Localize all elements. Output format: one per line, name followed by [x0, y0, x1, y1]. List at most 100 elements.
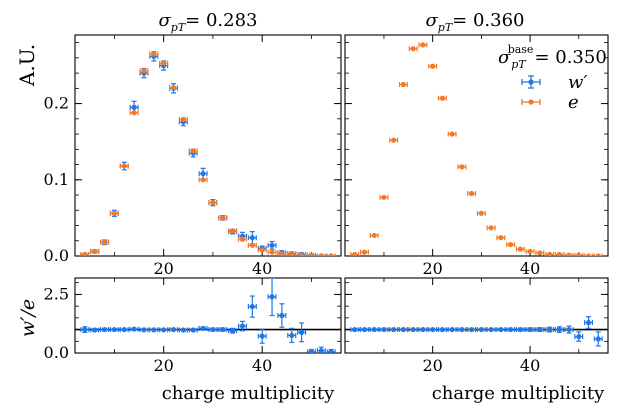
data-point-w [381, 326, 387, 333]
data-point-e [352, 251, 358, 256]
panel-title-left: σpT= 0.283 [158, 10, 257, 34]
data-point-e [566, 252, 572, 256]
data-point-e [210, 200, 216, 206]
data-point-e [488, 225, 494, 231]
series-group-bottom-right [345, 316, 608, 347]
panel-top-right: 20 40 [344, 34, 609, 278]
legend-sigma: σ [498, 47, 511, 68]
panel-bottom-right: 20 40 [344, 277, 609, 375]
data-point-e [230, 228, 236, 234]
data-point-w [210, 326, 216, 333]
y-tick-label: 0.2 [44, 94, 69, 113]
panel-frame [74, 34, 342, 257]
data-point-w [289, 332, 295, 339]
data-point-w [420, 326, 426, 333]
data-point-w [170, 326, 177, 333]
legend-w-label: w′ [568, 72, 588, 93]
title-value: = 0.360 [452, 10, 524, 31]
data-point-w [328, 349, 334, 353]
x-tick-label: 20 [422, 356, 442, 375]
x-axis-label-left: charge multiplicity [162, 383, 335, 404]
legend: σpT base= 0.350 w′ e [498, 43, 607, 113]
y-tick-label: 0.0 [44, 246, 69, 265]
data-point-w [259, 333, 265, 339]
data-point-w [249, 235, 255, 241]
data-point-w [546, 326, 553, 333]
panel-frame [74, 277, 342, 354]
data-point-w [566, 326, 572, 333]
data-point-w [400, 326, 407, 333]
data-point-w [121, 326, 127, 333]
data-point-w [430, 326, 436, 333]
y-axis-label-top: A.U. [15, 44, 39, 87]
title-value: = 0.283 [185, 10, 257, 31]
panel-top-left: 20 40 0.0 0.1 0.2 [44, 34, 342, 278]
data-point-e [459, 164, 465, 170]
data-point-e [220, 215, 226, 221]
data-point-e [101, 239, 108, 245]
data-point-e [576, 252, 582, 256]
x-tick-label: 40 [252, 356, 272, 375]
data-point-e [82, 251, 88, 256]
data-point-e [180, 116, 186, 123]
data-point-w [371, 326, 377, 333]
panel-bottom-left: 20 40 0.0 2.5 [44, 277, 342, 375]
data-point-w [498, 326, 504, 333]
data-point-e [585, 253, 592, 256]
data-point-w [556, 326, 562, 333]
data-point-e [298, 252, 305, 256]
data-point-w [230, 328, 236, 334]
x-tick-label: 20 [153, 356, 173, 375]
x-tick-label: 40 [520, 259, 540, 278]
data-point-w [410, 326, 416, 333]
data-point-e [269, 249, 275, 255]
data-point-e [151, 51, 157, 57]
data-point-w [478, 326, 484, 333]
data-point-w [585, 319, 592, 326]
data-point-w [537, 326, 543, 333]
legend-sup: base [508, 43, 534, 56]
title-sigma: σ [425, 10, 438, 31]
data-point-e [449, 131, 455, 137]
data-point-w [361, 326, 368, 333]
data-point-w [488, 326, 494, 333]
data-point-e [420, 42, 426, 48]
data-point-e [537, 250, 543, 256]
data-point-e [410, 46, 416, 52]
data-point-w [200, 325, 206, 331]
data-point-e [111, 210, 118, 216]
data-point-e [170, 84, 177, 91]
data-point-w [576, 333, 582, 340]
data-point-e [517, 246, 523, 252]
series-group-bottom-left [75, 278, 341, 353]
data-point-e [361, 249, 368, 255]
data-point-e [507, 241, 514, 248]
data-point-w [239, 323, 246, 329]
series-group-top-left [80, 51, 336, 256]
data-point-e [318, 253, 324, 256]
data-point-w [269, 294, 275, 300]
y-tick-label: 0.0 [44, 343, 69, 362]
data-point-e [131, 110, 137, 116]
data-point-w [151, 327, 157, 333]
series-group-top-right [350, 42, 603, 256]
data-point-w [190, 327, 196, 333]
data-point-w [131, 104, 137, 110]
data-point-w [459, 326, 465, 333]
legend-eq: = 0.350 [534, 47, 606, 68]
title-sigma: σ [158, 10, 171, 31]
data-point-w [279, 312, 285, 319]
data-point-w [200, 171, 206, 177]
data-point-w [131, 326, 137, 332]
data-point-w [141, 327, 147, 333]
data-point-e [92, 248, 98, 255]
data-point-w [249, 303, 255, 310]
data-point-e [439, 95, 446, 101]
x-tick-label: 20 [422, 259, 442, 278]
legend-title: σpT base= 0.350 [498, 43, 607, 71]
x-axis-label-right: charge multiplicity [432, 383, 605, 404]
data-point-w [318, 348, 324, 353]
legend-e-marker [528, 99, 534, 105]
